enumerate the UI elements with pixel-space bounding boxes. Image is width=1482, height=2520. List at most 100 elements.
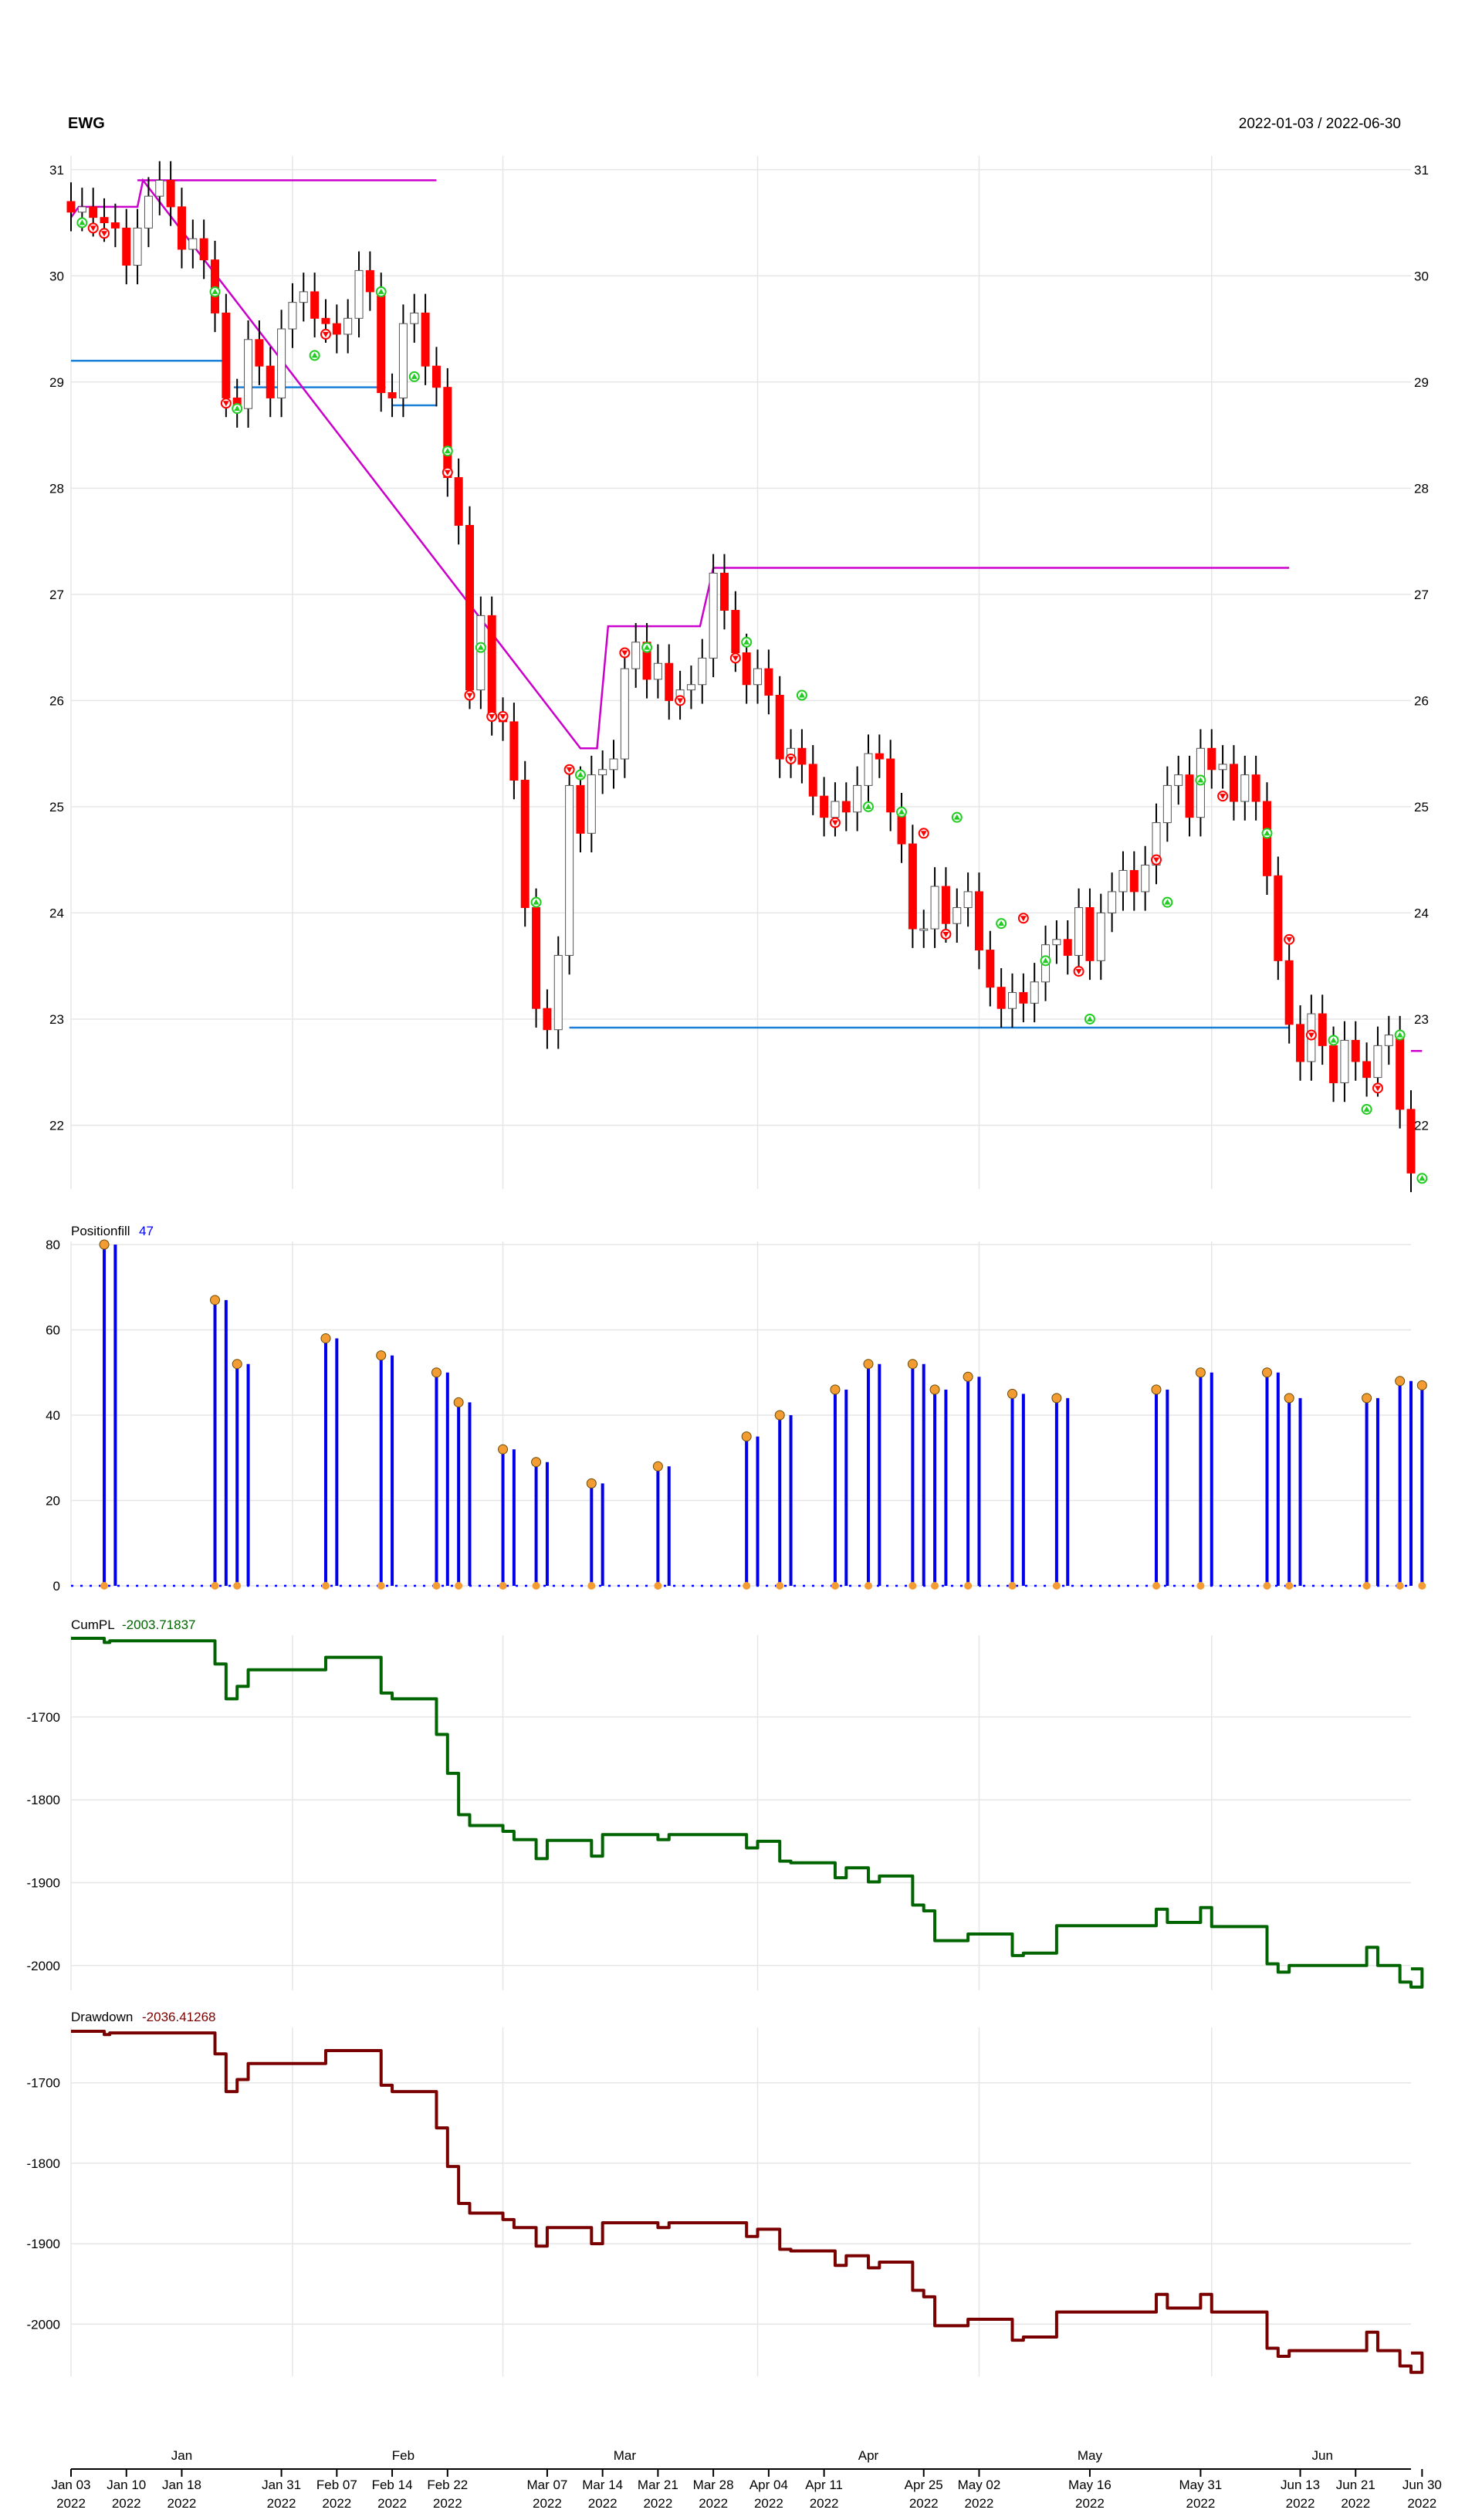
price-tick-left: 28 <box>49 481 64 496</box>
x-year-label: 2022 <box>754 2496 783 2511</box>
buy-arrow-icon <box>1164 899 1171 905</box>
buy-arrow-icon <box>211 288 218 294</box>
price-tick-left: 30 <box>49 269 64 283</box>
x-date-label: Feb 07 <box>316 2478 357 2492</box>
positionfill-entry-marker <box>1261 1367 1272 1378</box>
buy-arrow-icon <box>1042 957 1049 964</box>
price-tick-right: 22 <box>1414 1118 1429 1133</box>
cumpl-tick: -1700 <box>27 1710 60 1725</box>
x-date-label: Jan 03 <box>51 2478 90 2492</box>
candle-body <box>1229 764 1238 802</box>
positionfill-base-marker <box>864 1582 872 1590</box>
candle-body <box>653 662 662 680</box>
candle-body <box>1240 774 1250 802</box>
candle-body <box>1185 774 1194 818</box>
positionfill-base-marker <box>1263 1582 1271 1590</box>
candle-body <box>886 758 895 813</box>
positionfill-panel: Positionfill 47 80 60 40 20 0 <box>46 1224 1427 1594</box>
sell-arrow-icon <box>831 820 838 826</box>
drawdown-line <box>71 2030 1424 2374</box>
positionfill-entry-marker <box>453 1397 464 1407</box>
candle-body <box>764 668 773 696</box>
candle-body <box>719 572 729 611</box>
buy-arrow-icon <box>1086 1015 1093 1021</box>
positionfill-entry-marker <box>1007 1388 1018 1399</box>
x-year-label: 2022 <box>377 2496 407 2511</box>
positionfill-entry-marker <box>376 1350 387 1361</box>
price-tick-left: 23 <box>49 1012 64 1027</box>
positionfill-entry-marker <box>1362 1393 1372 1404</box>
sell-arrow-icon <box>1374 1086 1381 1092</box>
candle-body <box>686 684 695 691</box>
price-tick-left: 26 <box>49 693 64 708</box>
buy-arrow-icon <box>1363 1106 1370 1112</box>
drawdown-tick: -2000 <box>27 2317 60 2332</box>
candle-body <box>1329 1045 1338 1083</box>
sell-arrow-icon <box>920 831 927 837</box>
candle-body <box>89 206 98 218</box>
positionfill-base-marker <box>776 1582 784 1590</box>
price-tick-right: 29 <box>1414 375 1429 390</box>
sell-arrow-icon <box>1075 969 1082 975</box>
candle-body <box>841 801 851 813</box>
price-tick-right: 25 <box>1414 800 1429 815</box>
x-date-label: Jan 18 <box>162 2478 201 2492</box>
sell-arrow-icon <box>1153 857 1160 863</box>
resistance-trail <box>69 178 715 750</box>
chart-title: EWG <box>68 115 105 132</box>
candle-body <box>199 238 208 261</box>
sell-arrow-icon <box>1286 937 1293 943</box>
x-year-label: 2022 <box>267 2496 296 2511</box>
buy-arrow-icon <box>79 219 86 225</box>
x-year-label: 2022 <box>533 2496 562 2511</box>
x-year-label: 2022 <box>588 2496 618 2511</box>
candle-body <box>853 784 862 813</box>
positionfill-base-marker <box>532 1582 540 1590</box>
candle-body <box>66 201 76 213</box>
x-year-label: 2022 <box>56 2496 86 2511</box>
buy-arrow-icon <box>577 771 584 777</box>
price-tick-right: 28 <box>1414 481 1429 496</box>
candle-body <box>465 524 474 691</box>
buy-arrow-icon <box>234 405 241 412</box>
date-range-label: 2022-01-03 / 2022-06-30 <box>1239 116 1401 132</box>
candle-body <box>698 657 707 686</box>
positionfill-entry-marker <box>232 1359 242 1370</box>
candle-body <box>598 769 607 776</box>
sell-arrow-icon <box>732 655 739 662</box>
candle-body <box>255 339 264 367</box>
candle-body <box>1129 869 1139 892</box>
candle-body <box>831 801 840 818</box>
candle-body <box>1274 875 1283 961</box>
candle-body <box>122 227 131 266</box>
cumpl-label: CumPL <box>71 1617 115 1632</box>
candle-body <box>244 339 253 409</box>
sell-arrow-icon <box>222 401 229 407</box>
x-month-label: Feb <box>392 2448 414 2463</box>
x-year-label: 2022 <box>1075 2496 1105 2511</box>
positionfill-entry-marker <box>586 1478 597 1489</box>
candle-body <box>665 662 674 701</box>
x-year-label: 2022 <box>433 2496 462 2511</box>
positionfill-entry-marker <box>1395 1376 1406 1387</box>
positionfill-entry-marker <box>830 1384 841 1395</box>
x-year-label: 2022 <box>1186 2496 1215 2511</box>
buy-arrow-icon <box>1330 1037 1337 1043</box>
candle-body <box>731 609 740 653</box>
candle-body <box>1318 1013 1327 1046</box>
candle-body <box>1008 992 1017 1009</box>
price-tick-right: 27 <box>1414 588 1429 602</box>
candle-body <box>1340 1039 1349 1083</box>
positionfill-entry-marker <box>498 1444 509 1455</box>
cumpl-tick: -2000 <box>27 1959 60 1973</box>
price-tick-left: 24 <box>49 906 64 920</box>
positionfill-entry-marker <box>929 1384 940 1395</box>
x-year-label: 2022 <box>1286 2496 1315 2511</box>
positionfill-entry-marker <box>741 1431 752 1442</box>
cumpl-line <box>71 1637 1424 1989</box>
price-tick-right: 31 <box>1414 163 1429 178</box>
candle-body <box>133 227 142 266</box>
buy-arrow-icon <box>444 448 451 454</box>
candle-body <box>808 764 817 797</box>
